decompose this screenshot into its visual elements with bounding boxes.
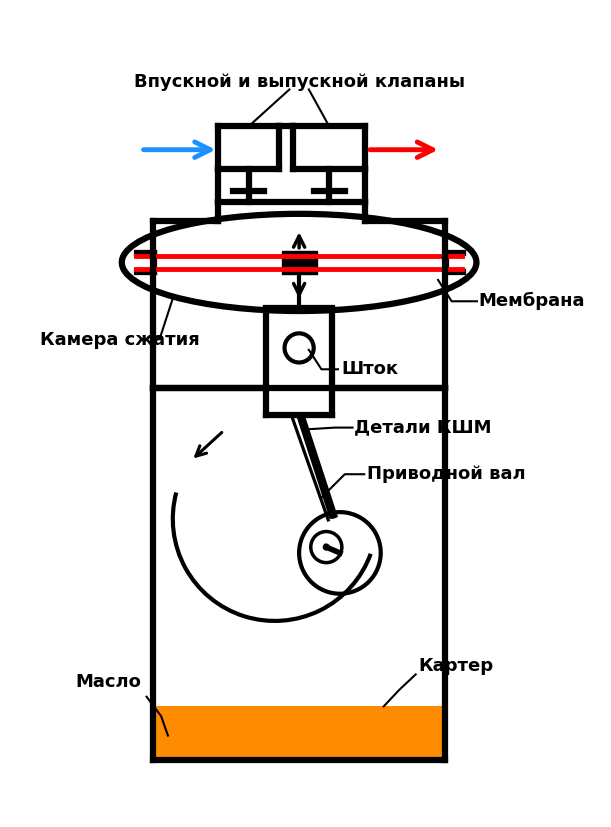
- Bar: [155, 706, 443, 760]
- Circle shape: [323, 544, 329, 550]
- Text: Масло: Масло: [76, 673, 142, 691]
- Text: Мембрана: Мембрана: [479, 292, 585, 310]
- Text: Впускной и выпускной клапаны: Впускной и выпускной клапаны: [134, 73, 465, 91]
- Bar: [266, 308, 332, 388]
- Text: Картер: Картер: [419, 657, 494, 675]
- Text: Детали КШМ: Детали КШМ: [354, 418, 492, 437]
- Text: Приводной вал: Приводной вал: [367, 466, 525, 483]
- Text: Шток: Шток: [341, 361, 398, 378]
- Bar: [282, 251, 316, 274]
- Text: Камера сжатия: Камера сжатия: [40, 331, 199, 349]
